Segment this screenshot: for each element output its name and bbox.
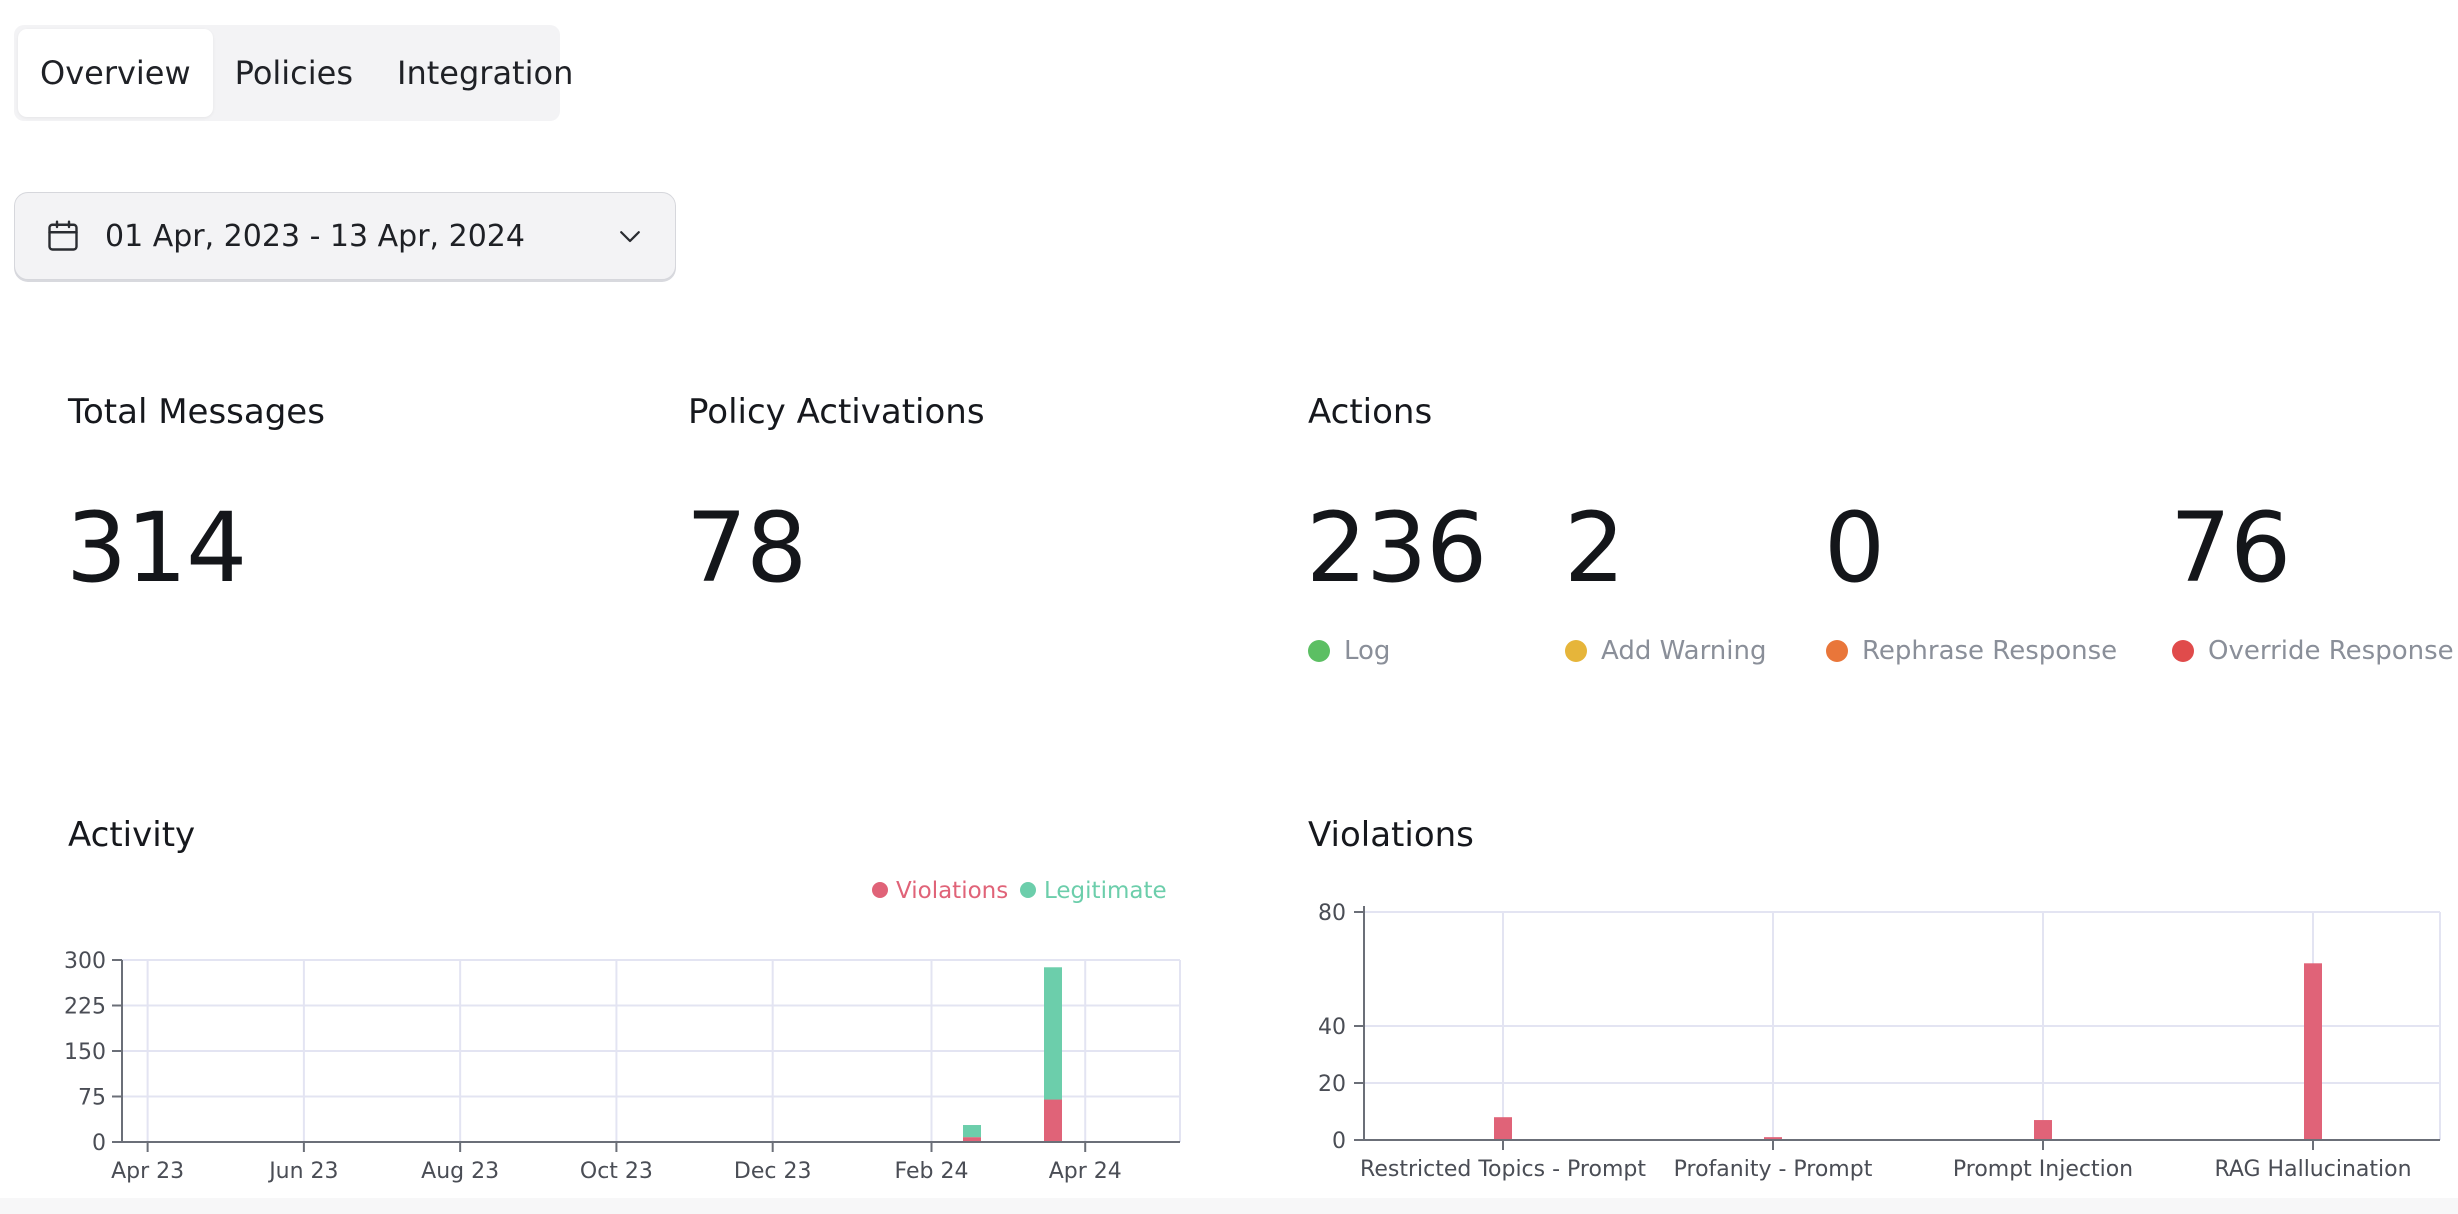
y-tick-label: 75 [78,1086,106,1111]
action-log-value: 236 [1306,492,1487,604]
bar-legitimate [1044,967,1062,1100]
action-log-legend: Log [1308,636,1390,666]
action-rephrase-label: Rephrase Response [1862,636,2118,666]
x-tick-label: Apr 24 [1049,1159,1122,1184]
legend-dot-violations [872,882,888,898]
x-tick-label: Restricted Topics - Prompt [1360,1157,1646,1182]
tab-policies[interactable]: Policies [234,54,354,92]
x-tick-label: Profanity - Prompt [1674,1157,1873,1182]
y-tick-label: 20 [1318,1072,1346,1097]
y-tick-label: 300 [64,949,106,974]
action-override-label: Override Response [2208,636,2454,666]
violations-title: Violations [1308,815,1474,855]
policy-activations-title: Policy Activations [688,392,985,432]
x-tick-label: Prompt Injection [1953,1157,2133,1182]
action-override-legend: Override Response [2172,636,2454,666]
x-tick-label: Jun 23 [267,1159,338,1184]
legend-dot-legitimate [1020,882,1036,898]
policy-activations-value: 78 [686,492,807,604]
total-messages-value: 314 [66,492,247,604]
action-log-label: Log [1344,636,1391,666]
violation-bar [1764,1137,1782,1140]
x-tick-label: Dec 23 [734,1159,812,1184]
bar-violations [1044,1099,1062,1142]
page-bottom-edge [0,1198,2458,1214]
calendar-icon [48,220,78,251]
add-warning-dot-icon [1565,640,1587,662]
override-dot-icon [2172,640,2194,662]
violation-bar [2034,1120,2052,1140]
bar-legitimate [963,1125,981,1138]
log-dot-icon [1308,640,1330,662]
y-tick-label: 225 [64,995,106,1020]
x-tick-label: RAG Hallucination [2214,1157,2411,1182]
x-tick-label: Feb 24 [895,1159,969,1184]
action-add-warning-label: Add Warning [1601,636,1767,666]
violation-bar [2304,963,2322,1140]
actions-title: Actions [1308,392,1433,432]
y-tick-label: 80 [1318,901,1346,926]
action-override-value: 76 [2170,492,2291,604]
x-tick-label: Apr 23 [111,1159,184,1184]
chevron-down-icon [620,231,640,243]
y-tick-label: 0 [1332,1129,1346,1154]
bar-violations [963,1137,981,1142]
rephrase-dot-icon [1826,640,1848,662]
action-add-warning-value: 2 [1564,492,1625,604]
action-add-warning-legend: Add Warning [1565,636,1767,666]
x-tick-label: Oct 23 [580,1159,653,1184]
tab-overview[interactable]: Overview [18,29,213,117]
legend-legitimate: Legitimate [1044,878,1167,904]
violation-bar [1494,1117,1512,1140]
x-tick-label: Aug 23 [421,1159,499,1184]
legend-violations: Violations [896,878,1008,904]
activity-title: Activity [68,815,196,855]
y-tick-label: 40 [1318,1015,1346,1040]
tab-bar: Overview Policies Integration [14,25,573,121]
y-tick-label: 150 [64,1040,106,1065]
violations-chart: 80 40 20 0 Restricted Topics - Prompt Profani… [1318,901,2441,1182]
tab-integration[interactable]: Integration [397,54,574,92]
total-messages-title: Total Messages [68,392,325,432]
date-range-label: 01 Apr, 2023 - 13 Apr, 2024 [105,218,525,254]
action-rephrase-legend: Rephrase Response [1826,636,2117,666]
date-range-picker[interactable]: 01 Apr, 2023 - 13 Apr, 2024 [14,192,676,280]
action-rephrase-value: 0 [1824,492,1885,604]
y-tick-label: 0 [92,1131,106,1156]
